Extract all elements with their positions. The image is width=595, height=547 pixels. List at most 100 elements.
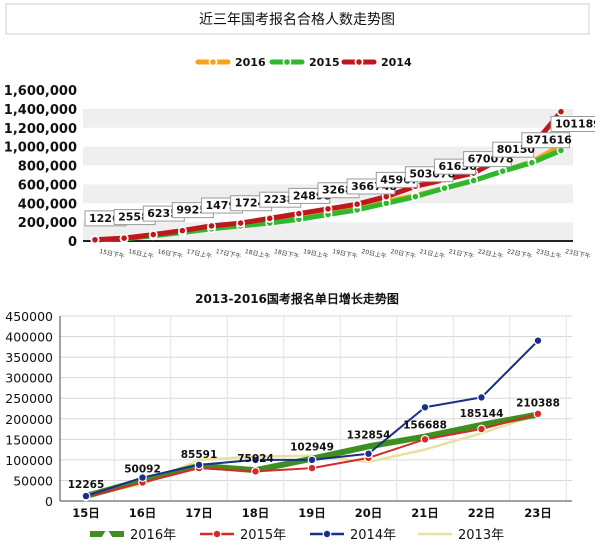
chart2-x-tick-label: 16日 — [129, 506, 157, 520]
chart2-y-tick-label: 350000 — [5, 350, 53, 365]
chart2-x-tick-label: 18日 — [242, 506, 270, 520]
chart1-x-tick-label: 20日上午 — [361, 247, 388, 260]
chart2-data-label: 156688 — [403, 420, 447, 432]
chart1-y-tick-label: 0 — [68, 235, 77, 250]
chart1-y-tick-label: 600,000 — [18, 178, 77, 193]
chart2-x-axis: 15日 16日 17日 18日 19日 20日 21日 22日 23日 — [72, 506, 552, 520]
chart1-data-label: 871616 — [526, 134, 572, 147]
chart2-x-tick-label: 17日 — [185, 506, 213, 520]
chart2-point-2014年 — [81, 491, 91, 501]
chart1-point-2014 — [148, 230, 158, 239]
chart1-data-label: 1011895 — [555, 118, 595, 131]
chart2-data-label: 12265 — [68, 479, 105, 491]
chart2-point-2014年 — [307, 455, 317, 465]
chart1-x-tick-label: 17日下午 — [215, 247, 242, 260]
chart2-point-2015年 — [477, 424, 486, 434]
chart1-legend-marker-2016 — [208, 57, 218, 67]
chart1-x-tick-label: 16日上午 — [128, 247, 155, 260]
chart2-legend: 2016年 2015年 2014年 2013年 — [90, 528, 504, 543]
chart2-x-tick-label: 20日 — [355, 506, 383, 520]
chart1-point-2014 — [236, 218, 246, 228]
chart1-x-tick-label: 16日下午 — [157, 247, 184, 260]
chart2-point-2015年 — [533, 409, 543, 419]
chart1-legend-marker-2014 — [354, 57, 364, 67]
chart1-y-axis: 0 200,000 400,000 600,000 800,000 1,000,000 1,… — [4, 84, 77, 250]
chart1-x-tick-label: 23日上午 — [535, 247, 562, 260]
chart2-y-tick-label: 300000 — [5, 371, 53, 386]
chart1-x-tick-label: 19日上午 — [302, 247, 329, 260]
chart1-point-2015 — [410, 192, 420, 202]
chart2-legend-label: 2013年 — [458, 528, 504, 543]
chart1-x-tick-label: 18日上午 — [244, 247, 271, 260]
chart1-data-labels: 1226525585623579925614794172402238724898… — [84, 116, 595, 227]
chart1-x-tick-label: 21日下午 — [448, 247, 475, 260]
chart1-x-tick-label: 19日下午 — [332, 247, 359, 260]
cumulative-chart: 近三年国考报名合格人数走势图 2016 2015 2014 0 200,000 400,… — [4, 3, 595, 260]
chart2-x-tick-label: 15日 — [72, 506, 100, 520]
chart1-y-tick-label: 200,000 — [18, 216, 77, 231]
chart2-legend-label: 2015年 — [240, 528, 286, 543]
chart1-point-2014 — [556, 107, 566, 117]
chart2-title: 2013-2016国考报名单日增长走势图 — [195, 291, 399, 306]
chart1-legend-marker-2015 — [282, 57, 292, 67]
chart1-point-2014 — [177, 226, 187, 236]
chart2-data-label: 132854 — [347, 429, 391, 441]
chart2-legend-label: 2016年 — [130, 528, 176, 543]
chart1-legend: 2016 2015 2014 — [195, 56, 412, 69]
chart1-x-tick-label: 15日下午 — [99, 247, 126, 260]
chart2-y-tick-label: 200000 — [5, 412, 53, 427]
chart2-legend-label: 2014年 — [350, 528, 396, 543]
chart1-y-tick-label: 1,000,000 — [4, 141, 77, 156]
chart1-x-tick-label: 23日下午 — [565, 247, 592, 260]
chart2-data-label: 85591 — [181, 449, 218, 461]
chart1-title-box — [5, 3, 590, 35]
chart1-x-tick-label: 17日上午 — [186, 247, 213, 260]
chart2-legend-marker-2016年 — [101, 528, 113, 538]
chart1-grid-band — [83, 108, 573, 128]
chart1-data-label-box — [521, 132, 570, 149]
chart1-point-2014 — [323, 204, 333, 214]
chart2-point-2015年 — [251, 466, 260, 476]
chart2-y-tick-label: 250000 — [5, 391, 53, 406]
chart1-point-2014 — [119, 233, 129, 243]
chart1-legend-label: 2015 — [309, 56, 340, 69]
chart1-point-2015 — [469, 176, 479, 185]
chart2-point-2014年 — [364, 449, 373, 459]
chart2-y-tick-label: 150000 — [5, 432, 53, 447]
chart2-point-2014年 — [251, 455, 260, 465]
chart1-legend-label: 2016 — [235, 56, 266, 69]
chart2-data-labels: 12265 50092 85591 75024 102949 132854 156688 18… — [68, 398, 560, 491]
chart2-plot — [81, 336, 543, 502]
chart1-x-tick-label: 18日下午 — [273, 247, 300, 260]
chart1-x-tick-label: 20日下午 — [390, 247, 417, 260]
chart2-x-tick-label: 21日 — [411, 506, 439, 520]
chart1-x-tick-label: 22日上午 — [477, 247, 504, 260]
chart2-y-tick-label: 450000 — [5, 309, 53, 324]
chart1-title: 近三年国考报名合格人数走势图 — [199, 12, 395, 28]
chart1-point-2015 — [440, 183, 449, 193]
chart2-data-label: 185144 — [460, 408, 504, 420]
chart2-x-tick-label: 19日 — [298, 506, 326, 520]
chart2-y-axis: 0 50000 100000 150000 200000 250000 300000 3500… — [5, 309, 53, 509]
chart1-y-tick-label: 800,000 — [18, 160, 77, 175]
chart2-legend-marker-2015年 — [212, 529, 222, 539]
chart1-y-tick-label: 1,600,000 — [4, 84, 77, 99]
chart2-data-label: 50092 — [124, 463, 161, 475]
chart2-point-2014年 — [138, 473, 147, 482]
chart2-x-tick-label: 22日 — [468, 506, 496, 520]
chart1-point-2014 — [352, 199, 362, 209]
chart2-y-tick-label: 0 — [45, 494, 53, 509]
chart2-point-2015年 — [420, 434, 430, 444]
chart1-x-tick-label: 22日下午 — [506, 247, 533, 260]
chart1-y-tick-label: 1,400,000 — [4, 103, 77, 118]
chart2-data-label: 210388 — [516, 398, 560, 410]
chart1-plot — [90, 107, 566, 245]
chart2-y-tick-label: 400000 — [5, 330, 53, 345]
chart1-point-2015 — [498, 166, 508, 176]
chart2-legend-marker-2014年 — [322, 529, 332, 539]
chart1-y-tick-label: 400,000 — [18, 197, 77, 212]
chart1-x-axis: 15日下午 16日上午 16日下午 17日上午 17日下午 18日上午 18日下午 19日上午… — [99, 247, 592, 260]
chart1-y-tick-label: 1,200,000 — [4, 122, 77, 137]
chart2-point-2014年 — [477, 392, 486, 402]
chart2-y-tick-label: 50000 — [13, 473, 53, 488]
